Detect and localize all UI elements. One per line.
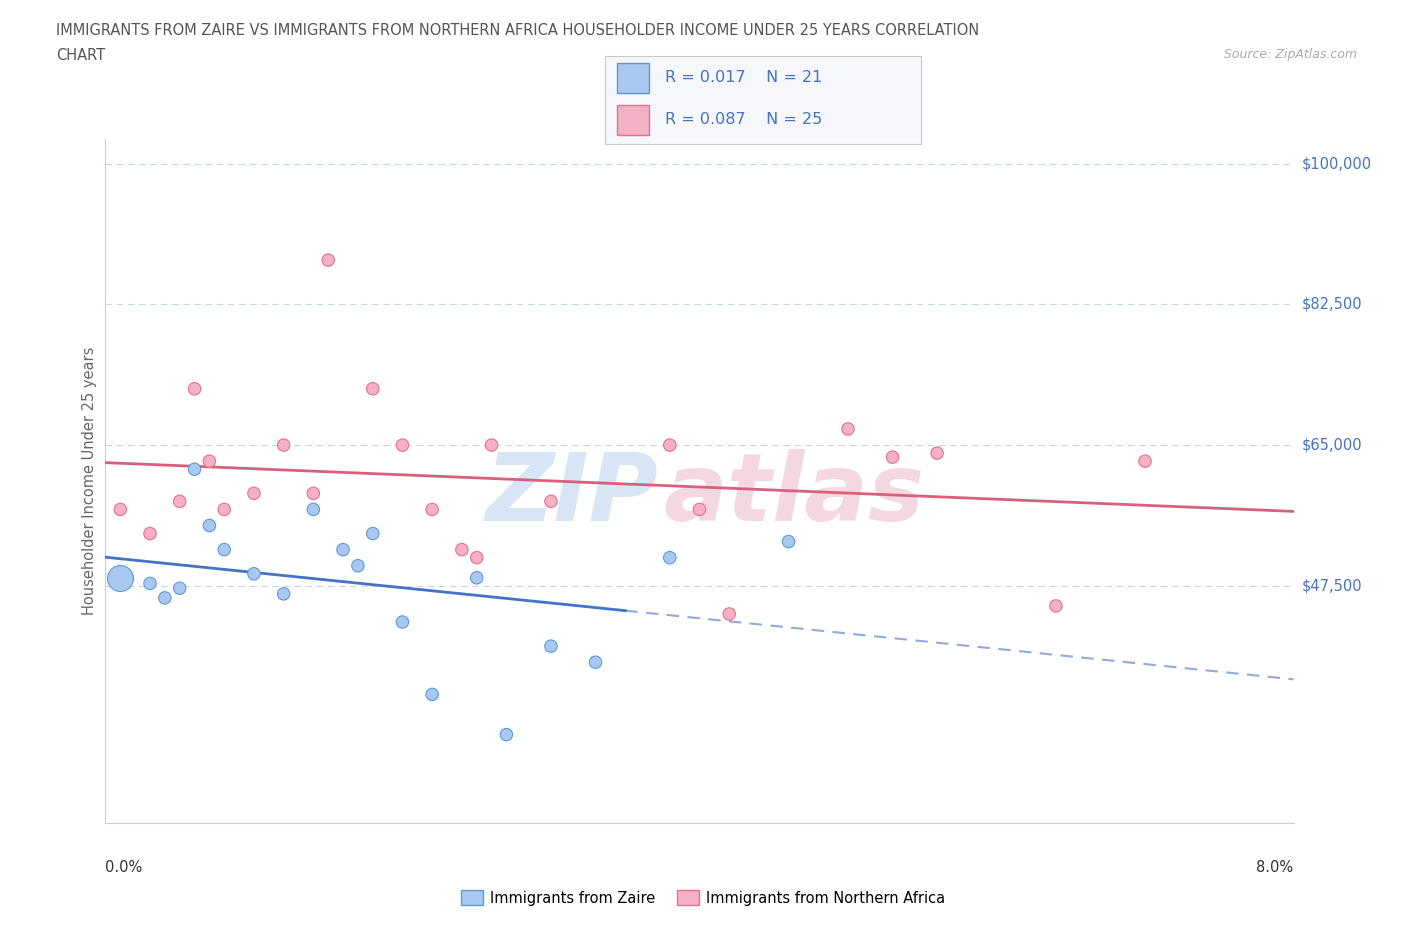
Point [585,655,607,670]
Point [481,438,503,453]
Point [778,534,800,549]
Point [198,454,221,469]
Point [110,570,132,585]
Point [495,727,517,742]
Text: $82,500: $82,500 [1302,297,1362,312]
Legend: Immigrants from Zaire, Immigrants from Northern Africa: Immigrants from Zaire, Immigrants from N… [456,884,950,911]
Point [198,518,221,533]
FancyBboxPatch shape [617,63,650,93]
Point [540,494,562,509]
Text: $100,000: $100,000 [1302,156,1372,171]
Point [316,253,339,268]
FancyBboxPatch shape [617,105,650,136]
Point [183,462,205,477]
Point [658,551,681,565]
Point [139,526,162,541]
Text: atlas: atlas [664,449,925,541]
Point [391,438,413,453]
Point [361,381,384,396]
Point [347,558,370,573]
Y-axis label: Householder Income Under 25 years: Householder Income Under 25 years [82,347,97,616]
Point [540,639,562,654]
Point [302,502,325,517]
Point [302,485,325,500]
Point [139,576,162,591]
Text: $65,000: $65,000 [1302,438,1362,453]
Text: Source: ZipAtlas.com: Source: ZipAtlas.com [1223,48,1357,61]
Point [882,450,904,465]
Point [183,381,205,396]
Point [110,502,132,517]
Point [214,502,236,517]
Point [110,570,132,585]
Point [658,438,681,453]
Point [465,570,488,585]
Point [169,494,191,509]
Point [169,581,191,596]
Point [837,421,859,436]
Text: 8.0%: 8.0% [1257,860,1294,875]
Point [927,445,949,460]
Point [332,542,354,557]
Point [1045,599,1067,614]
Point [465,551,488,565]
Text: 0.0%: 0.0% [105,860,142,875]
Point [361,526,384,541]
Text: R = 0.087    N = 25: R = 0.087 N = 25 [665,112,823,126]
Text: ZIP: ZIP [485,449,658,541]
Point [273,438,295,453]
Point [450,542,472,557]
Text: $47,500: $47,500 [1302,578,1362,593]
Text: CHART: CHART [56,48,105,63]
Point [1133,454,1156,469]
Point [243,485,266,500]
Point [273,587,295,602]
Point [420,687,443,702]
Point [243,566,266,581]
Point [214,542,236,557]
Point [689,502,711,517]
Point [391,615,413,630]
Point [718,606,741,621]
Text: IMMIGRANTS FROM ZAIRE VS IMMIGRANTS FROM NORTHERN AFRICA HOUSEHOLDER INCOME UNDE: IMMIGRANTS FROM ZAIRE VS IMMIGRANTS FROM… [56,23,980,38]
Point [420,502,443,517]
Text: R = 0.017    N = 21: R = 0.017 N = 21 [665,71,823,86]
Point [153,591,176,605]
